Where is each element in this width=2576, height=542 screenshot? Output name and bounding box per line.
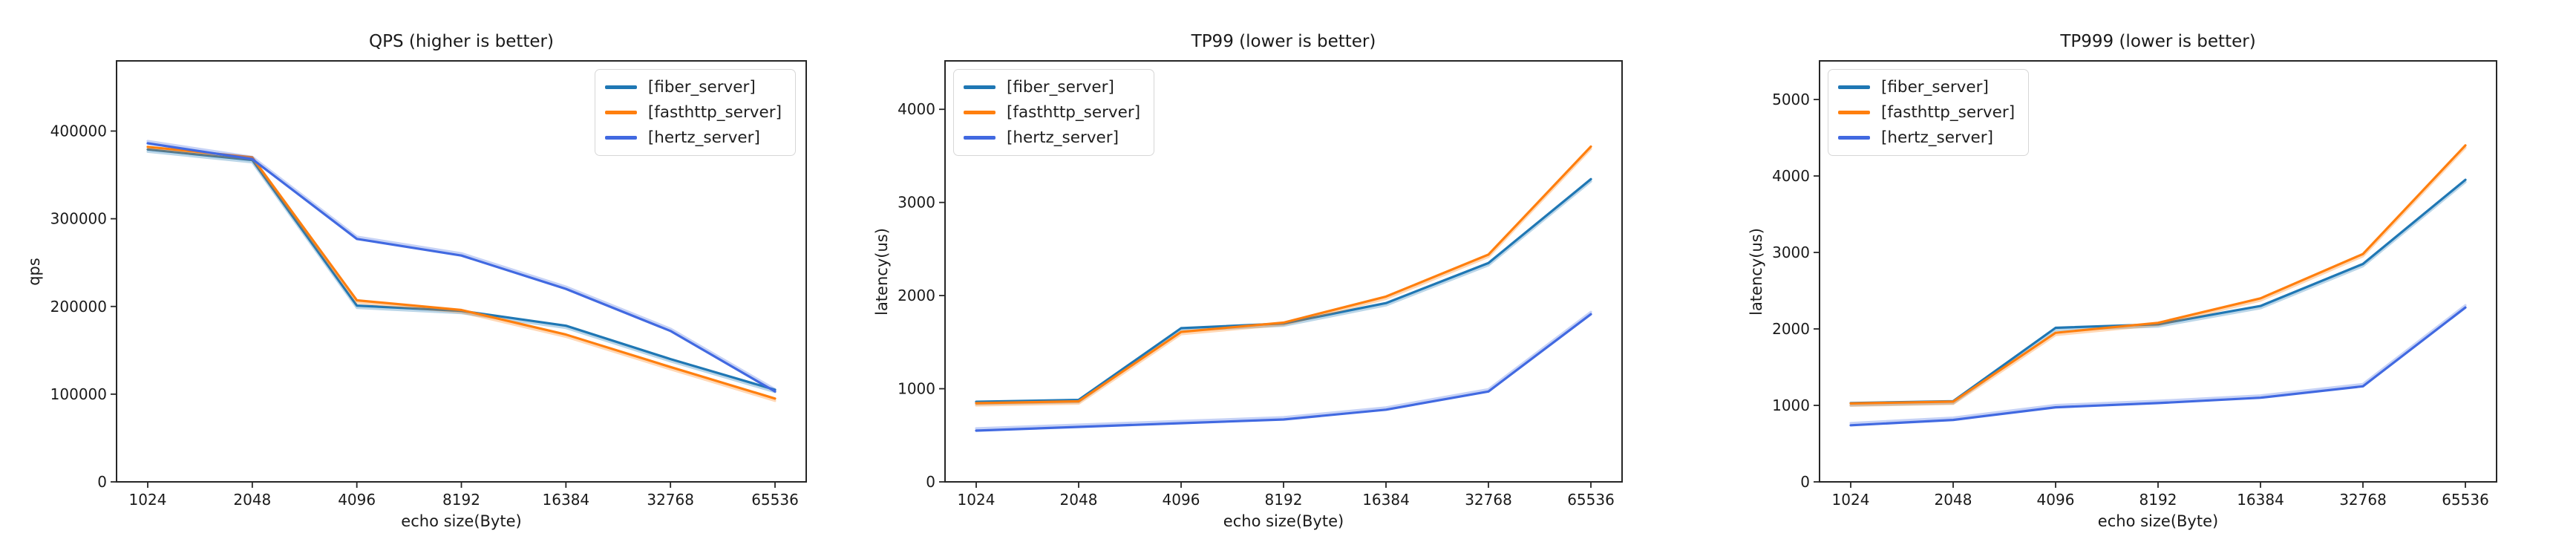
svg-text:16384: 16384 [2237, 491, 2284, 509]
svg-text:1000: 1000 [898, 380, 935, 398]
svg-text:0: 0 [1800, 473, 1810, 491]
legend-item: [fiber_server] [964, 78, 1140, 97]
svg-text:65536: 65536 [1567, 491, 1615, 509]
svg-text:400000: 400000 [50, 123, 107, 140]
legend-item: [fasthttp_server] [1838, 103, 2015, 122]
svg-text:16384: 16384 [543, 491, 590, 509]
legend: [fiber_server] [fasthttp_server] [hertz_… [953, 69, 1155, 156]
svg-text:4000: 4000 [1772, 167, 1810, 185]
svg-text:5000: 5000 [1772, 91, 1810, 108]
tp99-plot: 0 1000 2000 3000 4000 1024 2048 4096 8192 16384 32… [898, 60, 1623, 509]
svg-text:4096: 4096 [338, 491, 376, 509]
svg-text:4000: 4000 [898, 100, 935, 118]
svg-text:2048: 2048 [233, 491, 271, 509]
legend-item: [hertz_server] [964, 128, 1140, 147]
svg-text:3000: 3000 [1772, 244, 1810, 261]
hertz-line-swatch-icon [604, 136, 637, 140]
chart-title: QPS (higher is better) [369, 32, 554, 51]
tp99-chart: 0 1000 2000 3000 4000 1024 2048 4096 8192 16384 32… [859, 0, 1718, 542]
legend-label: [hertz_server] [1881, 128, 1993, 147]
svg-text:2000: 2000 [1772, 320, 1810, 338]
qps-chart: 0 100000 200000 300000 400000 1024 2048 4096 819… [0, 0, 859, 542]
svg-text:2048: 2048 [1060, 491, 1098, 509]
tp999-chart: 0 1000 2000 3000 4000 5000 1024 2048 4096 8192 163… [1718, 0, 2576, 542]
fasthttp-line-swatch-icon [964, 111, 996, 114]
svg-text:32768: 32768 [647, 491, 694, 509]
legend-label: [fiber_server] [1881, 78, 1989, 97]
hertz-line-swatch-icon [1838, 136, 1870, 140]
chart-title: TP999 (lower is better) [2060, 32, 2256, 51]
legend-label: [fasthttp_server] [1881, 103, 2016, 122]
legend-item: [hertz_server] [1838, 128, 2015, 147]
x-axis-label: echo size(Byte) [401, 512, 522, 530]
fasthttp-line-swatch-icon [604, 111, 637, 114]
svg-text:2048: 2048 [1935, 491, 1972, 509]
fiber-line-swatch-icon [964, 85, 996, 89]
x-axis-label: echo size(Byte) [2097, 512, 2219, 530]
fiber-line-swatch-icon [604, 85, 637, 89]
legend-label: [fasthttp_server] [647, 103, 782, 122]
y-axis-label: latency(us) [873, 228, 891, 316]
legend-item: [fasthttp_server] [964, 103, 1140, 122]
svg-text:300000: 300000 [50, 210, 107, 228]
legend-item: [fiber_server] [1838, 78, 2015, 97]
y-axis-label: latency(us) [1748, 228, 1765, 316]
svg-text:4096: 4096 [2037, 491, 2075, 509]
legend-label: [hertz_server] [647, 128, 760, 147]
svg-text:0: 0 [926, 473, 935, 491]
svg-text:0: 0 [97, 473, 107, 491]
svg-text:1024: 1024 [129, 491, 167, 509]
svg-text:4096: 4096 [1163, 491, 1200, 509]
svg-text:65536: 65536 [751, 491, 799, 509]
svg-text:2000: 2000 [898, 287, 935, 304]
tp999-plot: 0 1000 2000 3000 4000 5000 1024 2048 4096 8192 163… [1772, 60, 2497, 509]
x-axis-label: echo size(Byte) [1223, 512, 1344, 530]
svg-text:8192: 8192 [442, 491, 480, 509]
legend-label: [fiber_server] [647, 78, 756, 97]
svg-text:100000: 100000 [50, 385, 107, 403]
fiber-line-swatch-icon [1838, 85, 1870, 89]
svg-text:65536: 65536 [2442, 491, 2489, 509]
svg-text:8192: 8192 [2139, 491, 2177, 509]
y-axis-label: qps [25, 258, 43, 286]
svg-text:32768: 32768 [2339, 491, 2387, 509]
legend: [fiber_server] [fasthttp_server] [hertz_… [1828, 69, 2030, 156]
legend: [fiber_server] [fasthttp_server] [hertz_… [594, 69, 796, 156]
svg-text:32768: 32768 [1465, 491, 1512, 509]
qps-plot: 0 100000 200000 300000 400000 1024 2048 4096 819… [50, 60, 807, 509]
legend-label: [fasthttp_server] [1007, 103, 1141, 122]
legend-item: [fiber_server] [604, 78, 782, 97]
svg-text:16384: 16384 [1362, 491, 1410, 509]
legend-label: [fiber_server] [1007, 78, 1114, 97]
legend-item: [fasthttp_server] [604, 103, 782, 122]
chart-title: TP99 (lower is better) [1191, 32, 1376, 51]
svg-text:200000: 200000 [50, 298, 107, 316]
legend-label: [hertz_server] [1007, 128, 1119, 147]
svg-text:1024: 1024 [958, 491, 996, 509]
svg-text:8192: 8192 [1265, 491, 1303, 509]
svg-text:1000: 1000 [1772, 396, 1810, 414]
hertz-line-swatch-icon [964, 136, 996, 140]
svg-text:3000: 3000 [898, 194, 935, 212]
svg-text:1024: 1024 [1832, 491, 1870, 509]
fasthttp-line-swatch-icon [1838, 111, 1870, 114]
legend-item: [hertz_server] [604, 128, 782, 147]
